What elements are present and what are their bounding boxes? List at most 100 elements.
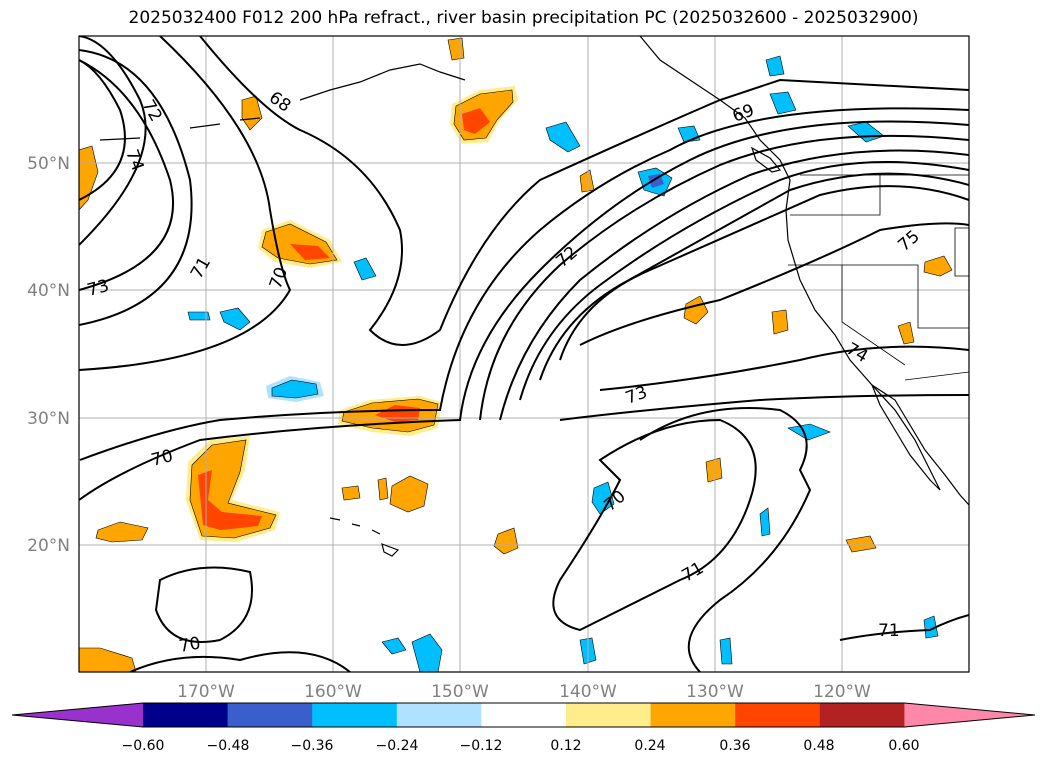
precip-negative-area (187, 311, 211, 321)
contour-line (519, 161, 969, 401)
precip-positive-area (341, 485, 361, 501)
hawaiian-islands (329, 517, 400, 557)
contour-line (79, 36, 292, 371)
california-oregon-border (788, 264, 969, 329)
precip-positive-area (771, 309, 789, 335)
precip-positive-area (241, 95, 263, 131)
contour-line (479, 134, 969, 421)
map-title: 2025032400 F012 200 hPa refract., river … (128, 8, 919, 28)
colorbar-segment (481, 703, 567, 727)
colorbar-segment (566, 703, 652, 727)
precip-positive-area (389, 475, 429, 513)
oregon-washington-border (790, 175, 881, 216)
contour-line (539, 172, 969, 381)
state-borders (788, 174, 969, 381)
colorbar-segment (312, 703, 398, 727)
colorbar-extend-min (12, 703, 143, 727)
contour-line (199, 36, 969, 346)
refractivity-contours (79, 36, 969, 672)
lon-label: 130°W (686, 682, 744, 702)
precip-positive-area (95, 521, 149, 543)
contour-line (579, 222, 969, 346)
colorbar-tick-label: 0.36 (719, 738, 750, 754)
us-mexico-border (904, 371, 969, 381)
alaska-coastline (299, 63, 466, 101)
contour-line (79, 107, 969, 461)
precip-negative-area (381, 637, 407, 655)
precip-positive-area (377, 477, 389, 501)
contour-line (79, 36, 147, 246)
idaho-border (954, 227, 969, 277)
contour-line (599, 345, 969, 391)
precip-positive-area (683, 295, 709, 325)
precip-positive-area (897, 321, 915, 345)
lat-label: 30°N (27, 409, 70, 429)
colorbar-tick-label: 0.48 (803, 738, 834, 754)
colorbar-tick-label: −0.24 (376, 738, 419, 754)
colorbar-segment (396, 703, 482, 727)
california-nevada-border (841, 265, 906, 366)
longitude-labels: 170°W 160°W 150°W 140°W 130°W 120°W (177, 682, 871, 702)
colorbar-ticks: −0.60 −0.48 −0.36 −0.24 −0.12 0.12 0.24 … (122, 738, 920, 754)
coastlines (99, 36, 969, 557)
precip-negative-area (923, 615, 939, 639)
colorbar-tick-label: 0.24 (634, 738, 665, 754)
precip-positive-area (705, 457, 723, 483)
precip-negative-area (591, 481, 615, 515)
lon-label: 150°W (431, 682, 489, 702)
contour-line (79, 59, 175, 291)
contour-line (839, 614, 969, 641)
precip-positive-area (79, 647, 137, 672)
lon-label: 140°W (559, 682, 617, 702)
precip-negative-area (765, 55, 785, 77)
lat-label: 50°N (27, 154, 70, 174)
precip-positive-area (845, 535, 877, 553)
colorbar (11, 702, 1036, 728)
precip-negative-area (411, 633, 443, 672)
colorbar-tick-label: −0.12 (460, 738, 503, 754)
precip-negative-area (719, 637, 733, 665)
colorbar-segment (650, 703, 736, 727)
lon-label: 160°W (304, 682, 362, 702)
precip-negative-area (787, 423, 831, 441)
precip-positive-area (79, 145, 99, 211)
precip-negative-area (545, 121, 581, 153)
precip-negative-area (353, 257, 377, 281)
lat-label: 40°N (27, 281, 70, 301)
lon-label: 170°W (177, 682, 235, 702)
contour-line (129, 651, 351, 672)
precip-strong-positive-area (462, 108, 490, 134)
precip-positive-area (493, 527, 519, 555)
precip-negative-area (271, 379, 319, 399)
precip-negative-area (769, 91, 797, 115)
colorbar-tick-label: 0.60 (888, 738, 919, 754)
colorbar-tick-label: 0.12 (550, 738, 581, 754)
contour-label: 70 (177, 633, 202, 656)
map-frame (78, 35, 970, 673)
colorbar-tick-label: −0.36 (291, 738, 334, 754)
precip-strong-positive-area (290, 244, 330, 260)
colorbar-segment (735, 703, 821, 727)
colorbar-segment (227, 703, 313, 727)
colorbar-tick-label: −0.60 (122, 738, 165, 754)
lat-label: 20°N (27, 536, 70, 556)
precip-negative-area (759, 507, 771, 537)
lon-label: 120°W (813, 682, 871, 702)
contour-line (79, 49, 193, 326)
contour-line (559, 394, 969, 421)
colorbar-outline (11, 702, 1036, 728)
contour-label: 71 (878, 621, 900, 641)
contour-line (552, 418, 757, 632)
contour-line (79, 59, 126, 201)
contour-line (499, 149, 969, 421)
baja-peninsula (871, 384, 941, 491)
contour-line (639, 407, 812, 672)
contour-line (559, 185, 969, 361)
precip-strong-positive-area (198, 470, 262, 530)
aleutian-islands (99, 117, 261, 141)
colorbar-segment (819, 703, 905, 727)
colorbar-extend-max (904, 703, 1035, 727)
precip-positive-area (923, 255, 953, 277)
colorbar-segment (143, 703, 229, 727)
latitude-labels: 50°N 40°N 30°N 20°N (27, 154, 70, 556)
